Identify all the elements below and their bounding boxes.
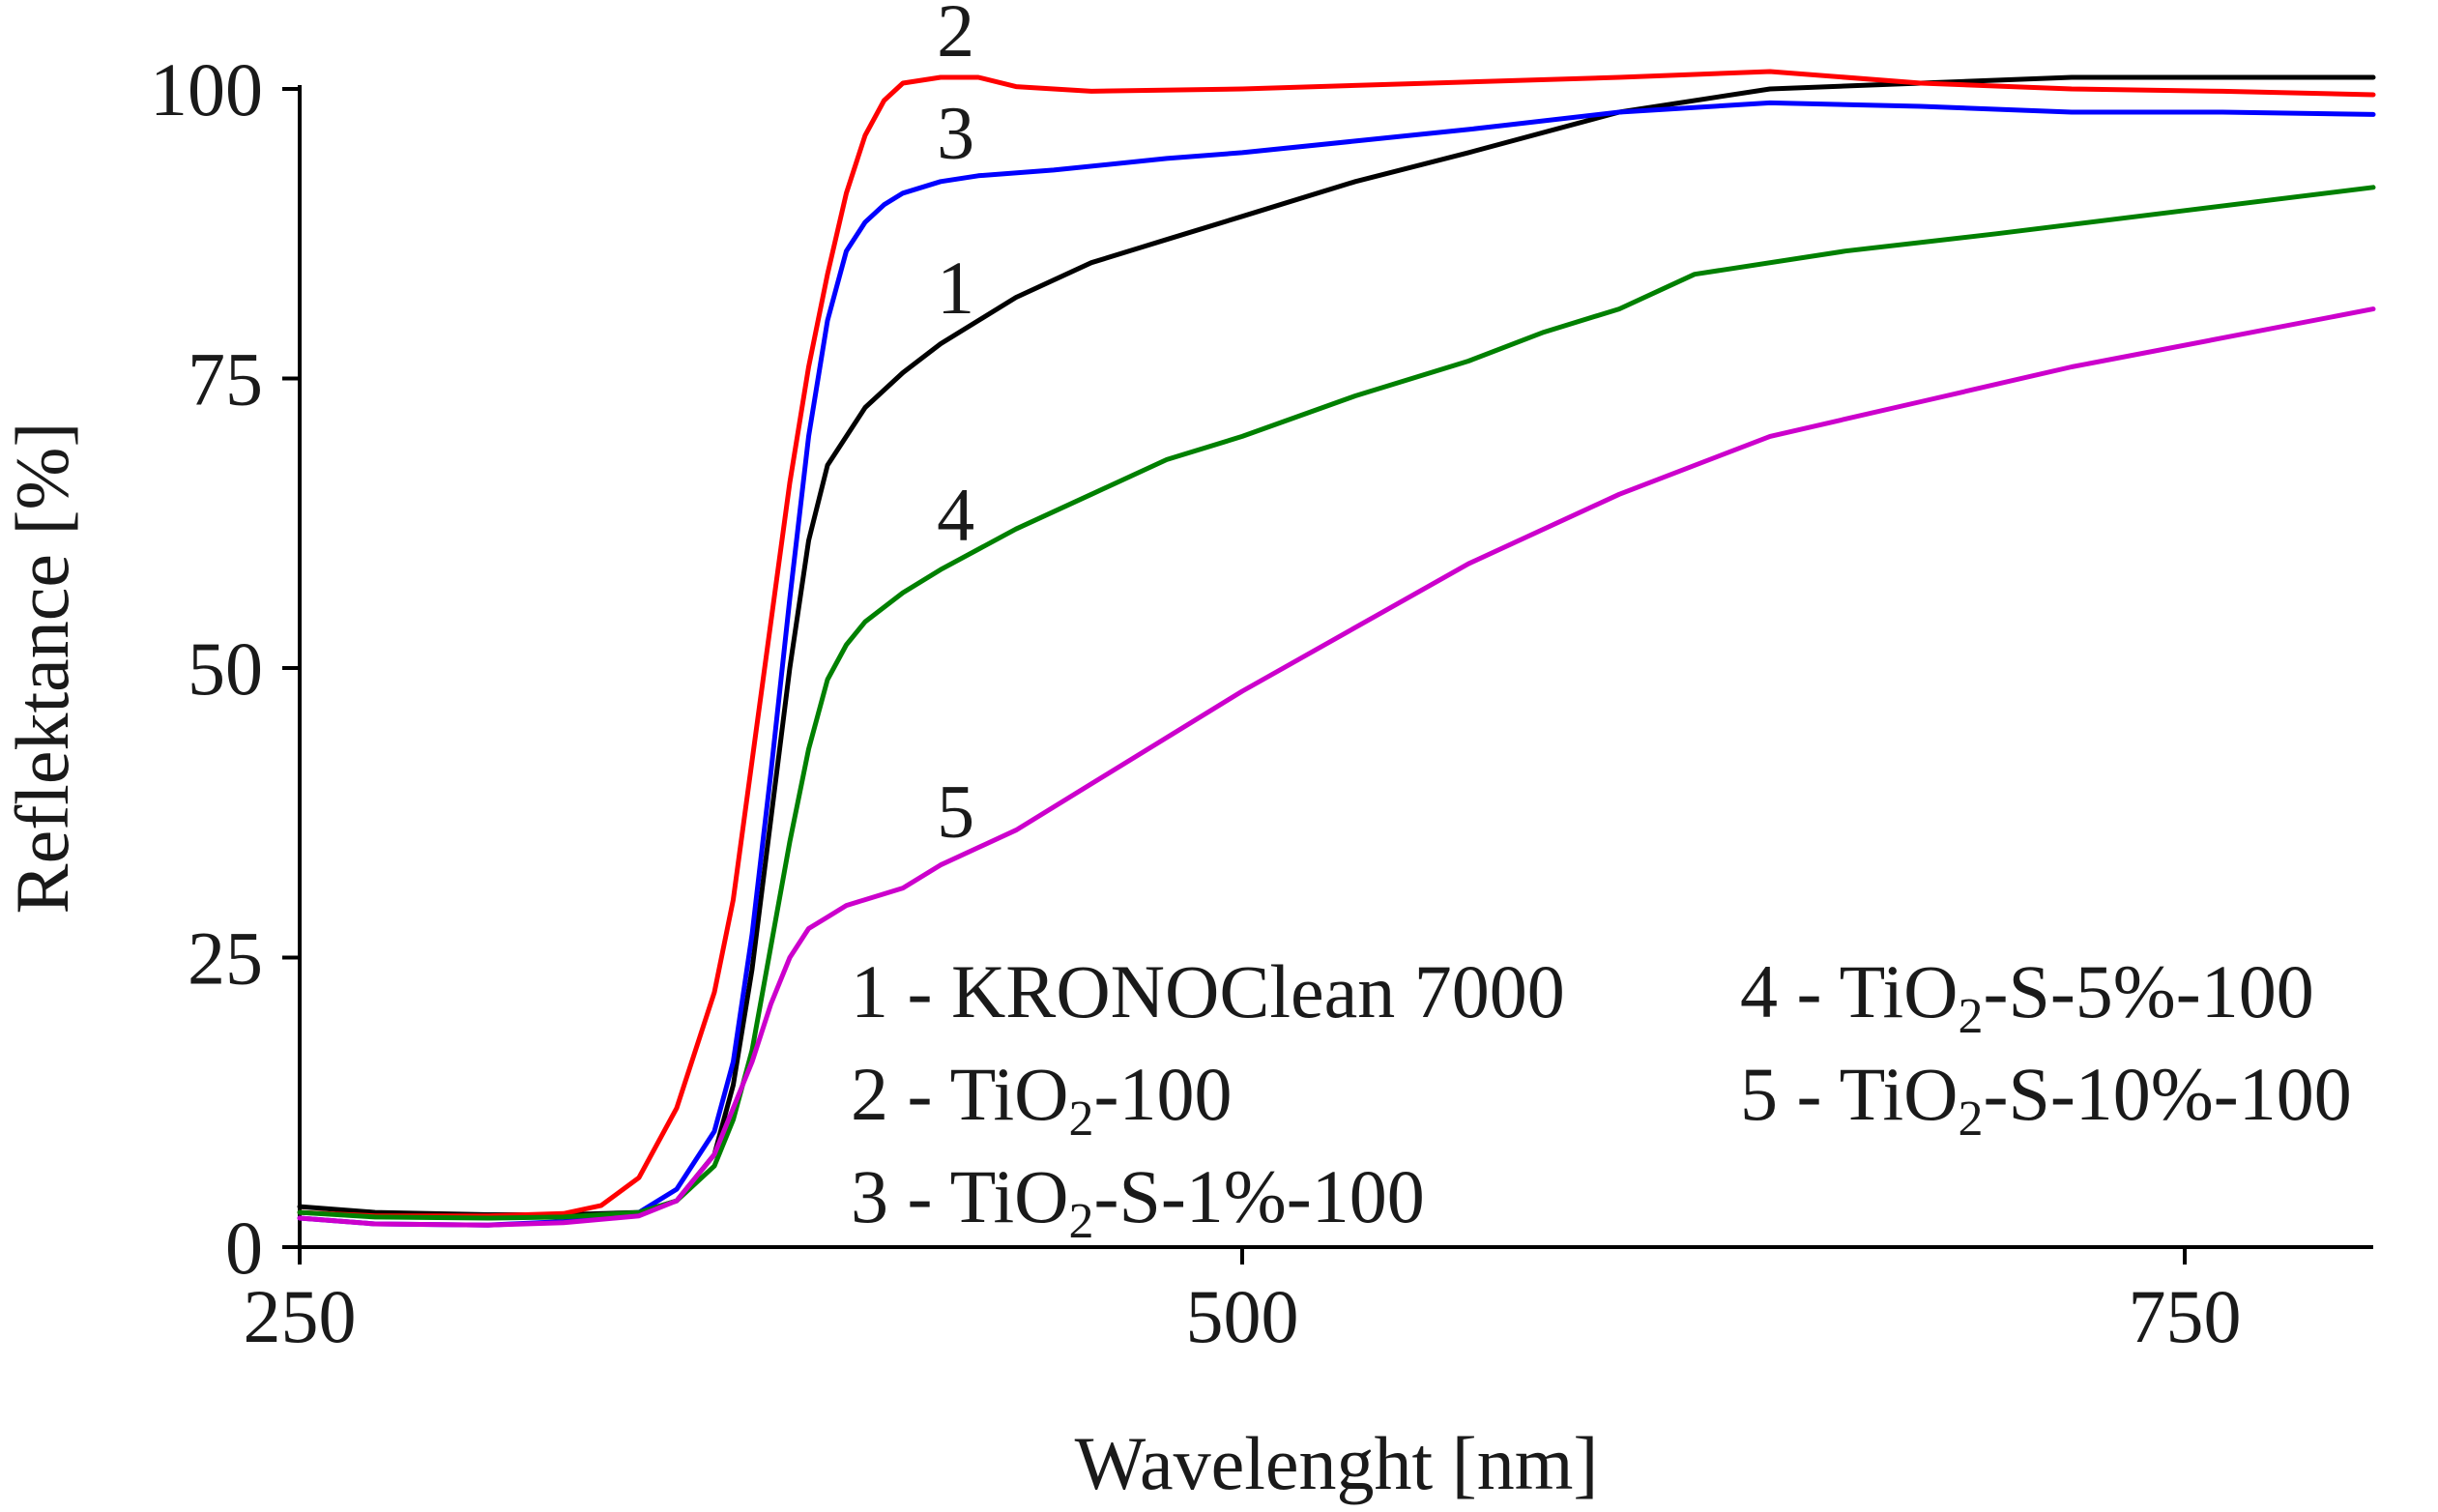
legend-entry-5: 5 - TiO2-S-10%-100 xyxy=(1740,1052,2352,1147)
x-tick-label: 750 xyxy=(2129,1274,2242,1358)
legend-entry-3: 3 - TiO2-S-1%-100 xyxy=(851,1154,1425,1249)
curve-label-5: 5 xyxy=(937,769,974,853)
legend-entry-1: 1 - KRONOClean 7000 xyxy=(851,949,1565,1033)
series-line-3 xyxy=(297,100,2376,1228)
y-tick-label: 0 xyxy=(225,1206,263,1290)
x-ticks: 250 500 750 xyxy=(244,1247,2242,1358)
series-line-2 xyxy=(297,69,2376,1219)
legend-entry-suffix: -S-5%-100 xyxy=(1983,949,2313,1033)
y-tick-label: 75 xyxy=(188,337,263,422)
legend-entry-subscript: 2 xyxy=(1958,989,1983,1044)
legend-entry-prefix: 4 - TiO xyxy=(1740,949,1958,1033)
legend-entry-2: 2 - TiO2-100 xyxy=(851,1052,1232,1147)
x-tick-label: 250 xyxy=(244,1274,357,1358)
legend-entry-prefix: 3 - TiO xyxy=(851,1154,1068,1238)
y-tick-label: 25 xyxy=(188,916,263,1001)
legend-entry-subscript: 2 xyxy=(1068,1091,1093,1147)
series-line-5 xyxy=(297,306,2376,1228)
x-tick-label: 500 xyxy=(1186,1274,1299,1358)
y-ticks: 0 25 50 75 100 xyxy=(150,47,300,1290)
curve-label-1: 1 xyxy=(937,246,974,330)
legend-entry-suffix: -S-10%-100 xyxy=(1983,1052,2351,1136)
y-tick-label: 50 xyxy=(188,626,263,711)
legend-entry-prefix: 2 - TiO xyxy=(851,1052,1068,1136)
legend-entry-suffix: -S-1%-100 xyxy=(1093,1154,1424,1238)
curve-label-3: 3 xyxy=(937,90,974,174)
legend-entry-prefix: 5 - TiO xyxy=(1740,1052,1958,1136)
legend-entry-subscript: 2 xyxy=(1068,1194,1093,1249)
series-line-1 xyxy=(297,74,2376,1217)
x-axis-title: Wavelenght [nm] xyxy=(1075,1421,1599,1505)
y-axis-title: Reflektance [%] xyxy=(0,422,84,915)
y-tick-label: 100 xyxy=(150,47,263,131)
legend-entry-4: 4 - TiO2-S-5%-100 xyxy=(1740,949,2314,1044)
curve-labels: 2 3 1 4 5 xyxy=(937,0,974,853)
curve-label-4: 4 xyxy=(937,473,974,557)
series-group xyxy=(297,69,2376,1228)
legend-entry-prefix: 1 - KRONOClean 7000 xyxy=(851,949,1565,1033)
curve-label-2: 2 xyxy=(937,0,974,73)
legend-entry-subscript: 2 xyxy=(1958,1091,1983,1147)
legend-entry-suffix: -100 xyxy=(1093,1052,1232,1136)
